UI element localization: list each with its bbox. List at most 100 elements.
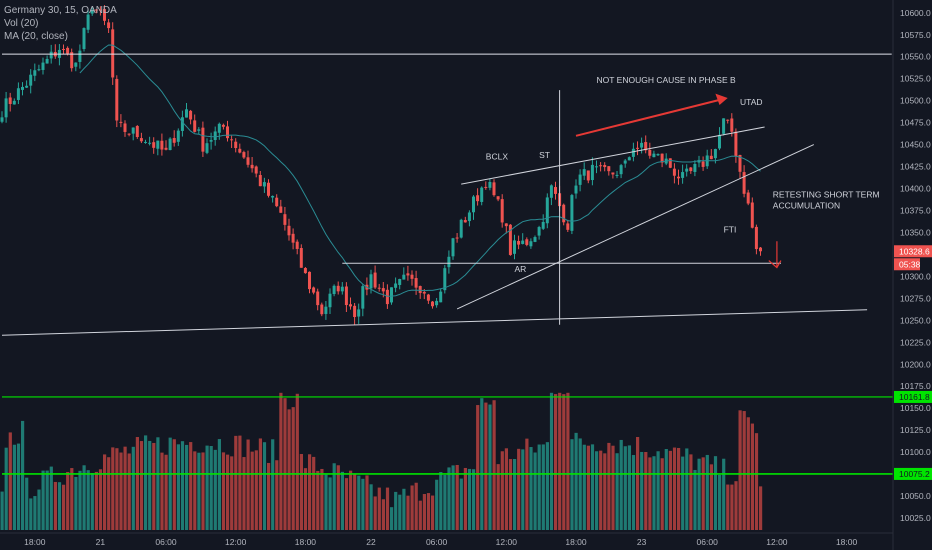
volume-bar [332, 463, 336, 530]
candle-body [131, 127, 135, 134]
candle-body [517, 240, 521, 245]
candle-body [254, 166, 258, 174]
volume-bar [627, 445, 631, 530]
volume-bar [615, 453, 619, 530]
volume-bar [754, 433, 759, 530]
candle-body [504, 223, 508, 227]
volume-bar [16, 443, 21, 530]
volume-bar [582, 444, 586, 530]
annotation-text: ACCUMULATION [773, 201, 840, 211]
candle-body [472, 196, 475, 213]
volume-bar [4, 447, 8, 530]
annotation-text: RETESTING SHORT TERM [773, 189, 880, 199]
volume-bar [738, 410, 742, 530]
candle-body [566, 223, 570, 230]
volume-bar [484, 402, 488, 530]
volume-bar [357, 475, 361, 530]
volume-bar [631, 455, 636, 530]
symbol-label[interactable]: Germany 30, 15, OANDA [4, 5, 117, 16]
volume-bar [697, 458, 701, 530]
candle-body [689, 167, 693, 172]
time-tick-label: 06:00 [697, 537, 719, 547]
volume-bar [205, 445, 209, 530]
volume-bar [439, 472, 443, 530]
time-tick-label: 22 [366, 537, 376, 547]
volume-bar [176, 444, 180, 530]
volume-bar [131, 446, 135, 530]
price-tick-label: 10525.0 [900, 74, 931, 84]
time-tick-label: 18:00 [295, 537, 317, 547]
volume-bar [574, 432, 578, 530]
volume-bar [701, 457, 705, 530]
volume-bar [303, 468, 308, 530]
candle-body [295, 241, 299, 249]
candle-body [139, 138, 143, 142]
price-tick-label: 10400.0 [900, 184, 931, 194]
candle-body [144, 141, 147, 143]
volume-bar [537, 444, 541, 530]
volume-bar [677, 447, 681, 530]
volume-bar [623, 446, 627, 530]
time-tick-label: 21 [96, 537, 106, 547]
volume-indicator-label[interactable]: Vol (20) [4, 18, 39, 29]
green-level-tag-upper: 10161.8 [899, 392, 930, 402]
candle-body [230, 139, 234, 141]
price-tick-label: 10375.0 [900, 205, 931, 215]
moving-average-line [79, 44, 761, 297]
candle-body [86, 14, 90, 30]
candle-body [217, 123, 221, 133]
volume-bar [226, 454, 230, 530]
drawings [1, 53, 895, 475]
candle-body [402, 274, 406, 280]
volume-bar [570, 439, 574, 530]
annotation-labels: NOT ENOUGH CAUSE IN PHASE B UTAD BCLX ST AR F… [486, 75, 880, 274]
volume-bar [644, 451, 648, 530]
volume-bar [554, 394, 558, 530]
candle-body [41, 62, 45, 70]
volume-bar [197, 452, 201, 530]
candle-body [660, 153, 664, 163]
time-tick-label: 12:00 [766, 537, 788, 547]
candle-body [672, 168, 676, 176]
candle-body [480, 187, 484, 202]
volume-bar [53, 481, 57, 530]
candle-body [123, 123, 127, 132]
volume-bar [107, 457, 111, 530]
volume-bar [759, 486, 763, 530]
volume-bar [533, 452, 537, 530]
candle-body [258, 175, 262, 187]
volume-bar [287, 409, 291, 530]
volume-bar [472, 469, 476, 530]
candlesticks [0, 5, 762, 325]
candle-body [279, 206, 283, 213]
candle-body [369, 274, 373, 289]
candle-body [582, 169, 586, 176]
volume-bar [402, 488, 406, 530]
volume-bar [562, 394, 566, 530]
candle-body [590, 164, 594, 181]
last-price-tag: 10328.6 [899, 246, 930, 256]
candle-body [476, 195, 480, 202]
candle-body [45, 58, 49, 64]
volume-bar [33, 496, 37, 530]
volume-bar [492, 400, 496, 530]
chart-legend: Germany 30, 15, OANDA Vol (20) MA (20, c… [4, 4, 117, 43]
volume-bar [41, 470, 45, 530]
ma-indicator-label[interactable]: MA (20, close) [4, 31, 68, 42]
candle-body [226, 126, 229, 139]
candle-body [49, 51, 53, 59]
volume-bar [221, 452, 226, 530]
price-tick-label: 10050.0 [900, 491, 931, 501]
candle-body [234, 141, 238, 149]
volume-bar [545, 442, 549, 530]
candle-body [62, 48, 65, 50]
volume-bar [283, 398, 287, 530]
volume-bar [500, 451, 504, 530]
candle-body [242, 152, 246, 158]
candle-body [443, 268, 447, 291]
volume-bar [599, 450, 603, 530]
candle-body [381, 288, 385, 292]
volume-bar [336, 465, 340, 530]
price-tick-label: 10225.0 [900, 337, 931, 347]
